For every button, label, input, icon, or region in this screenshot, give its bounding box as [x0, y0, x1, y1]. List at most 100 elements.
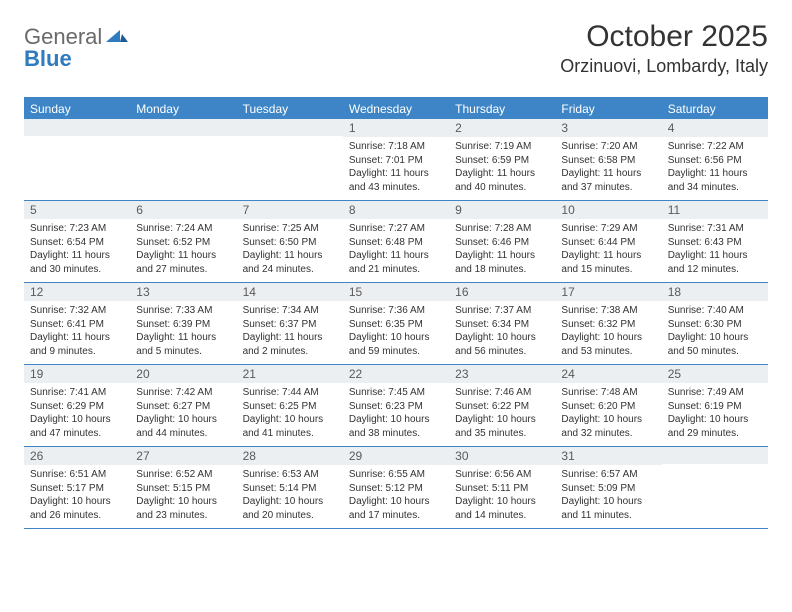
header: General October 2025 Orzinuovi, Lombardy… — [24, 20, 768, 77]
daylight-text: Daylight: 11 hours and 37 minutes. — [561, 167, 655, 194]
day-body: Sunrise: 7:38 AMSunset: 6:32 PMDaylight:… — [555, 301, 661, 364]
sunset-text: Sunset: 6:35 PM — [349, 318, 443, 332]
sunrise-text: Sunrise: 7:23 AM — [30, 222, 124, 236]
sunrise-text: Sunrise: 7:42 AM — [136, 386, 230, 400]
sunrise-text: Sunrise: 7:34 AM — [243, 304, 337, 318]
day-body: Sunrise: 6:56 AMSunset: 5:11 PMDaylight:… — [449, 465, 555, 528]
day-cell: 23Sunrise: 7:46 AMSunset: 6:22 PMDayligh… — [449, 365, 555, 446]
sunrise-text: Sunrise: 7:22 AM — [668, 140, 762, 154]
day-number — [237, 119, 343, 136]
day-number: 18 — [662, 283, 768, 301]
sunrise-text: Sunrise: 7:32 AM — [30, 304, 124, 318]
day-number: 11 — [662, 201, 768, 219]
daylight-text: Daylight: 10 hours and 41 minutes. — [243, 413, 337, 440]
day-number: 3 — [555, 119, 661, 137]
week-row: 5 Sunrise: 7:23 AMSunset: 6:54 PM Daylight… — [24, 201, 768, 283]
sunset-text: Sunset: 6:46 PM — [455, 236, 549, 250]
day-body: Sunrise: 7:46 AMSunset: 6:22 PMDaylight:… — [449, 383, 555, 446]
daylight-text: Daylight: 10 hours and 14 minutes. — [455, 495, 549, 522]
daylight-text: Daylight: 11 hours and 9 minutes. — [30, 331, 124, 358]
day-body: Sunrise: 7:36 AMSunset: 6:35 PMDaylight:… — [343, 301, 449, 364]
day-number: 5 — [24, 201, 130, 219]
sunrise-text: Sunrise: 6:52 AM — [136, 468, 230, 482]
title-block: October 2025 Orzinuovi, Lombardy, Italy — [560, 20, 768, 77]
weekday-sunday: Sunday — [24, 99, 130, 119]
day-body — [130, 136, 236, 192]
sunrise-text: Sunrise: 7:38 AM — [561, 304, 655, 318]
day-body: Sunrise: 6:55 AMSunset: 5:12 PMDaylight:… — [343, 465, 449, 528]
day-cell: 4Sunrise: 7:22 AMSunset: 6:56 PMDaylight… — [662, 119, 768, 200]
day-body: Sunrise: 7:27 AMSunset: 6:48 PMDaylight:… — [343, 219, 449, 282]
daylight-text: Daylight: 10 hours and 47 minutes. — [30, 413, 124, 440]
sunrise-text: Sunrise: 7:36 AM — [349, 304, 443, 318]
day-number: 9 — [449, 201, 555, 219]
sunset-text: Sunset: 5:09 PM — [561, 482, 655, 496]
weeks-container: 1Sunrise: 7:18 AMSunset: 7:01 PMDaylight… — [24, 119, 768, 529]
day-body: Sunrise: 6:51 AMSunset: 5:17 PMDaylight:… — [24, 465, 130, 528]
sunset-text: Sunset: 6:59 PM — [455, 154, 549, 168]
day-cell: 8Sunrise: 7:27 AMSunset: 6:48 PMDaylight… — [343, 201, 449, 282]
daylight-text: Daylight: 10 hours and 32 minutes. — [561, 413, 655, 440]
day-cell: 30Sunrise: 6:56 AMSunset: 5:11 PMDayligh… — [449, 447, 555, 528]
daylight-text: Daylight: 11 hours and 2 minutes. — [243, 331, 337, 358]
day-body: Sunrise: 7:49 AMSunset: 6:19 PMDaylight:… — [662, 383, 768, 446]
sunset-text: Sunset: 6:52 PM — [136, 236, 230, 250]
sunrise-text: Sunrise: 6:51 AM — [30, 468, 124, 482]
daylight-text: Daylight: 10 hours and 59 minutes. — [349, 331, 443, 358]
day-body: Sunrise: 7:24 AMSunset: 6:52 PMDaylight:… — [130, 219, 236, 282]
day-cell: 3 Sunrise: 7:20 AMSunset: 6:58 PMDaylight… — [555, 119, 661, 200]
day-cell: 25Sunrise: 7:49 AMSunset: 6:19 PMDayligh… — [662, 365, 768, 446]
day-cell: 29Sunrise: 6:55 AMSunset: 5:12 PMDayligh… — [343, 447, 449, 528]
day-body: Sunrise: 7:34 AMSunset: 6:37 PMDaylight:… — [237, 301, 343, 364]
sunset-text: Sunset: 6:32 PM — [561, 318, 655, 332]
day-cell — [24, 119, 130, 200]
sunrise-text: Sunrise: 7:18 AM — [349, 140, 443, 154]
day-cell: 14Sunrise: 7:34 AMSunset: 6:37 PMDayligh… — [237, 283, 343, 364]
sunset-text: Sunset: 6:39 PM — [136, 318, 230, 332]
weekday-thursday: Thursday — [449, 99, 555, 119]
sunrise-text: Sunrise: 7:49 AM — [668, 386, 762, 400]
daylight-text: Daylight: 11 hours and 34 minutes. — [668, 167, 762, 194]
sunrise-text: Sunrise: 7:25 AM — [243, 222, 337, 236]
day-body — [662, 464, 768, 520]
sunrise-text: Sunrise: 7:31 AM — [668, 222, 762, 236]
sunrise-text: Sunrise: 7:20 AM — [561, 140, 655, 154]
day-number: 29 — [343, 447, 449, 465]
sunrise-text: Sunrise: 6:55 AM — [349, 468, 443, 482]
day-cell: 22Sunrise: 7:45 AMSunset: 6:23 PMDayligh… — [343, 365, 449, 446]
day-cell: 21Sunrise: 7:44 AMSunset: 6:25 PMDayligh… — [237, 365, 343, 446]
day-cell: 2Sunrise: 7:19 AMSunset: 6:59 PMDaylight… — [449, 119, 555, 200]
day-number: 25 — [662, 365, 768, 383]
sunrise-text: Sunrise: 6:57 AM — [561, 468, 655, 482]
sunset-text: Sunset: 6:58 PM — [561, 154, 655, 168]
sunset-text: Sunset: 6:30 PM — [668, 318, 762, 332]
daylight-text: Daylight: 11 hours and 5 minutes. — [136, 331, 230, 358]
day-body: Sunrise: 6:52 AMSunset: 5:15 PMDaylight:… — [130, 465, 236, 528]
day-number: 7 — [237, 201, 343, 219]
day-body: Sunrise: 7:18 AMSunset: 7:01 PMDaylight:… — [343, 137, 449, 200]
daylight-text: Daylight: 10 hours and 38 minutes. — [349, 413, 443, 440]
day-number: 27 — [130, 447, 236, 465]
day-body: Sunrise: 7:22 AMSunset: 6:56 PMDaylight:… — [662, 137, 768, 200]
day-body: Sunrise: 7:42 AMSunset: 6:27 PMDaylight:… — [130, 383, 236, 446]
day-body: Sunrise: 6:53 AMSunset: 5:14 PMDaylight:… — [237, 465, 343, 528]
week-row: 1Sunrise: 7:18 AMSunset: 7:01 PMDaylight… — [24, 119, 768, 201]
week-row: 19Sunrise: 7:41 AMSunset: 6:29 PMDayligh… — [24, 365, 768, 447]
day-number: 30 — [449, 447, 555, 465]
daylight-text: Daylight: 10 hours and 20 minutes. — [243, 495, 337, 522]
day-cell: 5Sunrise: 7:23 AMSunset: 6:54 PMDaylight… — [24, 201, 130, 282]
sunset-text: Sunset: 6:20 PM — [561, 400, 655, 414]
day-cell — [237, 119, 343, 200]
daylight-text: Daylight: 11 hours and 27 minutes. — [136, 249, 230, 276]
day-number: 6 — [130, 201, 236, 219]
day-number — [662, 447, 768, 464]
week-row: 26Sunrise: 6:51 AMSunset: 5:17 PMDayligh… — [24, 447, 768, 529]
day-cell — [130, 119, 236, 200]
sunset-text: Sunset: 6:43 PM — [668, 236, 762, 250]
day-cell: 11Sunrise: 7:31 AMSunset: 6:43 PMDayligh… — [662, 201, 768, 282]
weekday-wednesday: Wednesday — [343, 99, 449, 119]
daylight-text: Daylight: 10 hours and 53 minutes. — [561, 331, 655, 358]
sunset-text: Sunset: 6:54 PM — [30, 236, 124, 250]
day-body — [237, 136, 343, 192]
week-row: 12Sunrise: 7:32 AMSunset: 6:41 PMDayligh… — [24, 283, 768, 365]
